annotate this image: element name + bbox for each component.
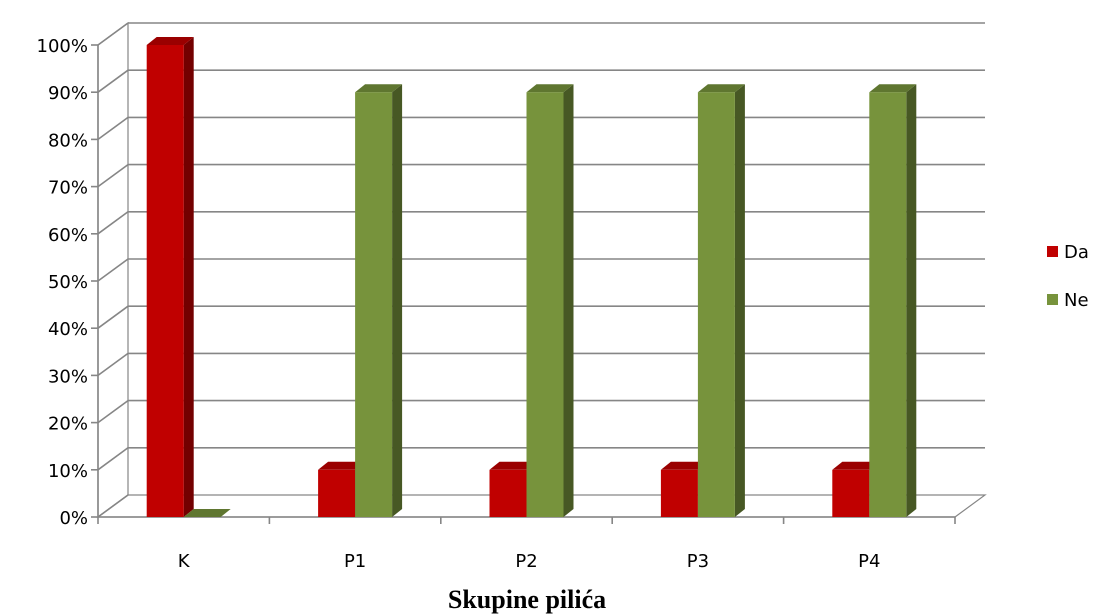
y-tick-label: 30% xyxy=(48,366,88,387)
y-tick-label: 0% xyxy=(59,508,88,529)
gridline-side xyxy=(97,305,129,329)
bar-ne-p3 xyxy=(697,84,745,517)
bar-top xyxy=(869,84,917,93)
bar-top xyxy=(146,37,194,45)
gridline-side xyxy=(97,116,129,141)
bar-top xyxy=(660,461,708,470)
legend-swatch xyxy=(1047,294,1058,305)
bar-top xyxy=(355,84,403,93)
y-tick-labels: 0% 10% 20% 30% 40% 50% 60% 70% 80% 90% 100% xyxy=(37,36,88,529)
bar-top xyxy=(318,461,366,470)
bar-front xyxy=(318,469,356,517)
bar-front xyxy=(832,469,870,517)
bar-top xyxy=(832,461,880,470)
y-tick-label: 80% xyxy=(48,130,88,151)
gridline-side xyxy=(97,447,129,471)
bar-side xyxy=(906,84,917,517)
x-tick-label: P3 xyxy=(687,551,709,572)
bar-ne-p1 xyxy=(355,84,403,517)
gridline-side xyxy=(97,69,129,93)
bars xyxy=(146,37,917,517)
x-tick-label: K xyxy=(178,551,191,572)
bar-front xyxy=(526,92,564,517)
x-axis-title: Skupine pilića xyxy=(448,585,606,614)
y-tick-label: 60% xyxy=(48,225,88,246)
legend: Da Ne xyxy=(1047,242,1089,311)
gridline-side xyxy=(97,494,129,518)
bar-front xyxy=(697,92,735,517)
legend-item-ne: Ne xyxy=(1047,290,1089,311)
bar-top xyxy=(183,509,231,517)
y-tick-label: 90% xyxy=(48,83,88,104)
y-tick-label: 20% xyxy=(48,414,88,435)
x-tick-labels: K P1 P2 P3 P4 xyxy=(178,551,881,572)
x-tick-label: P4 xyxy=(858,551,880,572)
legend-swatch xyxy=(1047,246,1058,257)
gridline-side xyxy=(97,163,129,188)
bar-side xyxy=(563,84,574,517)
bar-side xyxy=(183,37,194,517)
y-tick-label: 100% xyxy=(37,36,88,57)
bar-side xyxy=(392,84,403,517)
x-tick-label: P2 xyxy=(515,551,537,572)
gridline-side xyxy=(97,352,129,377)
gridline-side xyxy=(97,399,129,424)
bar-da-k xyxy=(146,37,194,517)
bar-ne-p4 xyxy=(869,84,917,517)
bar-front xyxy=(660,469,698,517)
bar-front xyxy=(869,92,907,517)
bar-front xyxy=(355,92,393,517)
legend-item-da: Da xyxy=(1047,242,1089,263)
legend-label: Ne xyxy=(1064,290,1089,311)
x-tick-label: P1 xyxy=(344,551,366,572)
y-tick-label: 40% xyxy=(48,319,88,340)
y-tick-label: 50% xyxy=(48,272,88,293)
bar-top xyxy=(526,84,574,93)
bar-front xyxy=(146,45,184,517)
gridline-side xyxy=(97,258,129,282)
bar-top xyxy=(697,84,745,93)
bar-side xyxy=(734,84,745,517)
gridline-side xyxy=(97,211,129,235)
y-tick-label: 70% xyxy=(48,178,88,199)
bar-ne-p2 xyxy=(526,84,574,517)
bar-ne-k xyxy=(183,509,231,517)
bar-top xyxy=(489,461,537,470)
legend-label: Da xyxy=(1064,242,1089,263)
y-tick-label: 10% xyxy=(48,461,88,482)
gridline-side xyxy=(97,22,129,46)
bar-front xyxy=(489,469,527,517)
